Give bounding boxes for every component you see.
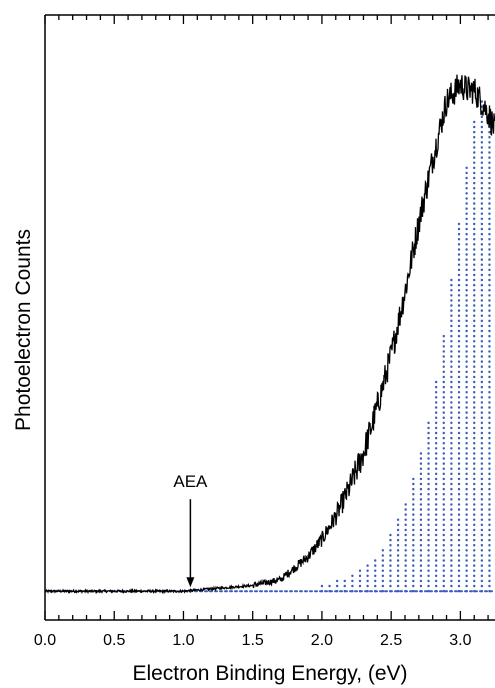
x-tick-label: 2.0 [311,632,333,649]
experimental-spectrum [45,74,495,595]
x-tick-label: 1.5 [242,632,264,649]
x-axis-label: Electron Binding Energy, (eV) [132,662,407,685]
x-tick-label: 0.5 [103,632,125,649]
annotation-label: AEA [173,472,208,491]
simulated-spectrum [45,96,495,593]
annotation-arrow-head [186,577,195,588]
x-tick-label: 0.0 [34,632,56,649]
experiment-line [45,74,495,595]
x-tick-label: 1.0 [172,632,194,649]
y-axis-label: Photoelectron Counts [12,229,35,431]
annotations: AEA [173,472,208,588]
x-tick-label: 2.5 [380,632,402,649]
x-tick-label: 3.0 [449,632,471,649]
axes: 0.0 0.5 1.0 1.5 2.0 2.5 3.0 [34,14,495,649]
